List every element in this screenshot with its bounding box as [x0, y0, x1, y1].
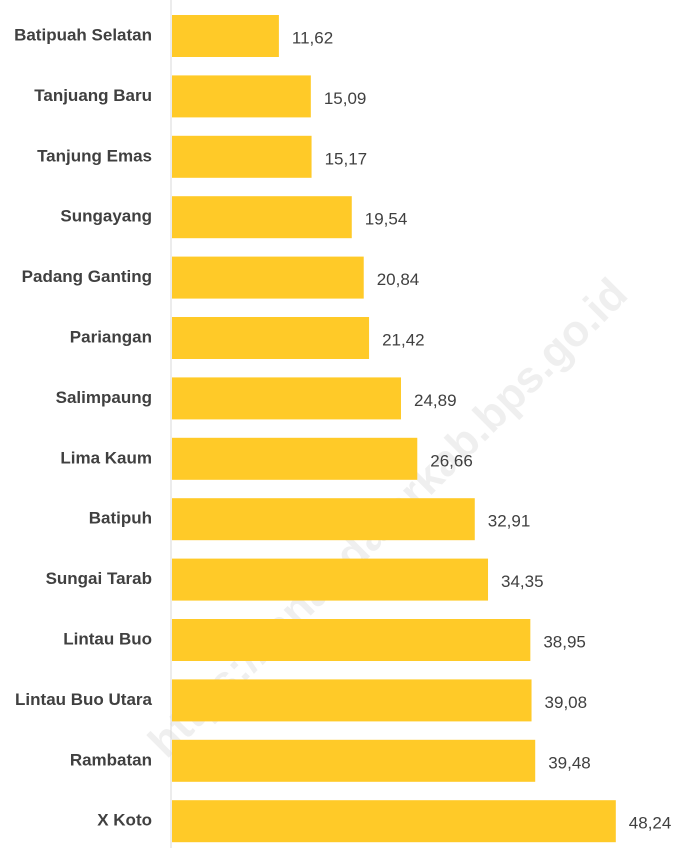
category-label: Pariangan	[70, 327, 152, 346]
value-label: 34,35	[501, 572, 544, 591]
value-label: 11,62	[292, 28, 333, 47]
category-label: Rambatan	[70, 750, 152, 769]
category-label: Salimpaung	[56, 388, 152, 407]
category-label: Batipuh	[89, 509, 152, 528]
bar	[172, 558, 489, 601]
value-label: 39,08	[545, 693, 588, 712]
value-label: 48,24	[629, 814, 672, 833]
value-label: 21,42	[382, 330, 425, 349]
category-label: Padang Ganting	[22, 267, 152, 286]
bar	[172, 256, 364, 299]
value-label: 24,89	[414, 391, 457, 410]
bar	[172, 498, 475, 541]
bar	[172, 317, 370, 359]
category-label: Lintau Buo	[63, 629, 152, 648]
bar	[172, 75, 311, 118]
value-label: 26,66	[430, 451, 473, 470]
bar	[172, 377, 401, 420]
category-label: Lintau Buo Utara	[15, 690, 152, 709]
category-label: Lima Kaum	[60, 448, 152, 467]
value-label: 32,91	[488, 512, 531, 531]
value-label: 19,54	[365, 210, 408, 229]
bar	[172, 800, 616, 843]
category-label: Tanjung Emas	[37, 146, 152, 165]
bar	[172, 135, 312, 178]
bar	[172, 739, 536, 782]
bar	[172, 437, 418, 480]
value-label: 39,48	[548, 753, 591, 772]
value-label: 15,09	[324, 89, 367, 108]
value-label: 20,84	[377, 270, 420, 289]
value-label: 38,95	[543, 632, 586, 651]
bar	[172, 679, 532, 722]
category-label: X Koto	[97, 811, 152, 830]
bar	[172, 15, 279, 57]
category-label: Batipuah Selatan	[14, 25, 152, 44]
value-label: 15,17	[325, 149, 368, 168]
bar	[172, 619, 531, 661]
category-label: Tanjuang Baru	[34, 86, 152, 105]
category-label: Sungayang	[60, 207, 152, 226]
bar	[172, 196, 352, 239]
category-label: Sungai Tarab	[46, 569, 152, 588]
